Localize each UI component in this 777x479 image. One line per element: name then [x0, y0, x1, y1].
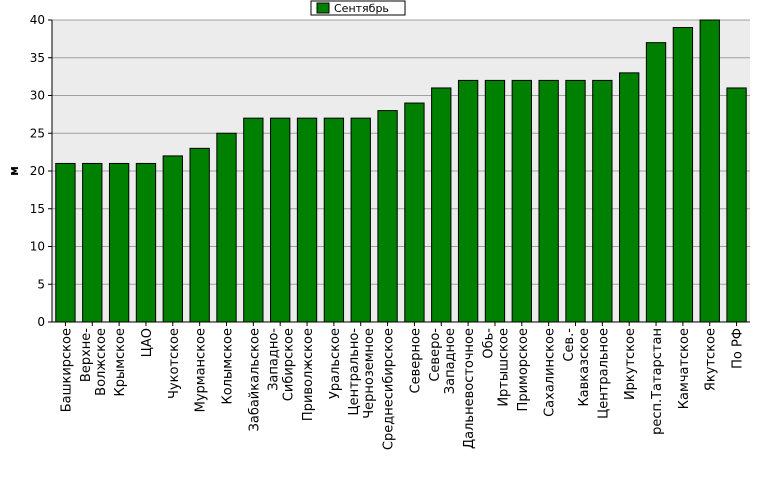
- y-tick-labels: 0 5 10 15 20 25 30 35 40: [30, 13, 45, 329]
- x-category-label: Иркутское: [623, 328, 638, 400]
- x-category-label: Якутское: [704, 328, 719, 391]
- x-category-label: Чукотское: [167, 328, 182, 399]
- legend-swatch: [316, 2, 330, 14]
- x-category-label: Северное: [408, 328, 423, 393]
- x-category-label: Башкирское: [59, 328, 74, 412]
- bar: [457, 79, 479, 323]
- bar: [108, 162, 130, 323]
- bar: [484, 79, 506, 323]
- x-category-label: Сахалинское: [543, 328, 558, 417]
- x-category-label: Волжское: [94, 328, 109, 396]
- x-category-label: Дальневосточное: [462, 328, 477, 449]
- x-category-label: Мурманское: [194, 328, 209, 412]
- y-tick-label: 5: [37, 277, 45, 291]
- bar: [82, 162, 103, 323]
- bar: [699, 19, 720, 323]
- y-tick-label: 40: [30, 13, 45, 27]
- bar: [726, 87, 747, 323]
- x-category-label: ЦАО: [140, 328, 155, 357]
- x-category-label: Крымское: [113, 328, 128, 397]
- y-tick-label: 20: [30, 164, 45, 178]
- y-tick-label: 35: [30, 51, 45, 65]
- bar: [350, 117, 371, 323]
- x-category-label: Центральное: [596, 328, 611, 419]
- y-tick-label: 0: [37, 315, 45, 329]
- x-category-label: Центрально-: [347, 328, 362, 416]
- x-category-label: Сев.-: [562, 328, 577, 362]
- y-tick-label: 25: [30, 126, 45, 140]
- x-category-label: респ.Татарстан: [650, 328, 665, 435]
- x-category-label: Камчатское: [677, 328, 692, 409]
- bar: [431, 87, 452, 323]
- x-category-label: Кавказское: [577, 328, 592, 407]
- bar: [135, 162, 157, 323]
- bar: [538, 79, 559, 323]
- x-category-label: Западное: [443, 328, 458, 394]
- x-category-label: Иртышское: [496, 328, 511, 407]
- legend-box: [310, 0, 406, 16]
- x-category-label: Верхне-: [79, 328, 94, 382]
- x-category-label: По РФ: [731, 328, 746, 369]
- bar: [645, 42, 667, 323]
- y-tick-label: 15: [30, 202, 45, 216]
- x-category-label: Приморское: [516, 328, 531, 411]
- bar: [619, 72, 640, 323]
- x-category-label: Сибирское: [282, 328, 297, 401]
- bar: [55, 162, 76, 323]
- bar: [189, 147, 210, 323]
- legend-label: Сентябрь: [334, 2, 389, 15]
- bar: [216, 132, 237, 323]
- bar: [592, 79, 613, 323]
- x-category-labels: Башкирское Верхне- Волжское Крымское ЦАО Чуко…: [59, 328, 745, 450]
- bar: [672, 27, 694, 323]
- bar: [565, 79, 586, 323]
- bar: [270, 117, 291, 323]
- legend: Сентябрь: [310, 0, 406, 16]
- x-category-label: Северо-: [428, 328, 443, 382]
- y-tick-label: 30: [30, 89, 45, 103]
- x-category-label: Уральское: [328, 328, 343, 399]
- y-axis-title: м: [7, 166, 21, 176]
- bar: [404, 102, 425, 323]
- axes: [51, 20, 750, 326]
- x-category-label: Черноземное: [362, 328, 377, 419]
- x-category-label: Обь-: [481, 328, 496, 359]
- bar: [296, 117, 318, 323]
- bar: [377, 110, 398, 323]
- bar: [243, 117, 264, 323]
- x-category-label: Приволжское: [301, 328, 316, 421]
- x-category-label: Среднесибирское: [382, 328, 397, 450]
- bar: [323, 117, 345, 323]
- bar: [162, 155, 183, 323]
- y-tick-label: 10: [30, 240, 45, 254]
- x-category-label: Колымское: [221, 328, 236, 405]
- bar: [511, 79, 532, 323]
- x-category-label: Западно-: [267, 328, 282, 391]
- x-category-label: Забайкальское: [247, 328, 262, 431]
